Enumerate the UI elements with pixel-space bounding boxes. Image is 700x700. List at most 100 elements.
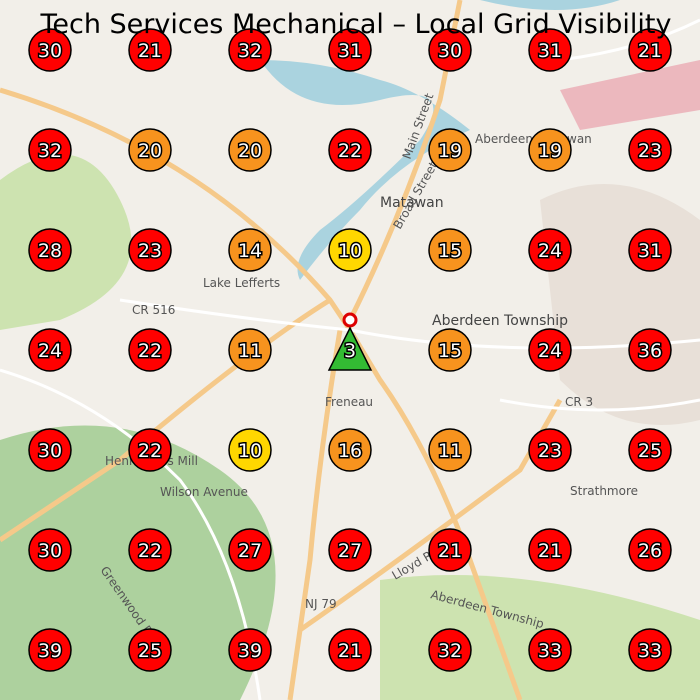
marker-value: 39 xyxy=(38,640,62,662)
place-label: Freneau xyxy=(325,395,373,409)
place-label: Matawan xyxy=(380,195,444,211)
marker-circle xyxy=(628,528,672,572)
marker-triangle xyxy=(327,326,373,371)
marker-circle xyxy=(428,28,472,72)
map-title: Tech Services Mechanical – Local Grid Vi… xyxy=(39,9,671,40)
marker-circle xyxy=(428,528,472,572)
marker-value: 23 xyxy=(538,440,562,462)
marker-value: 16 xyxy=(338,440,362,462)
marker-value: 21 xyxy=(138,40,162,62)
marker-value: 33 xyxy=(638,640,662,662)
marker-value: 32 xyxy=(438,640,462,662)
marker-circle xyxy=(28,128,72,172)
marker-value: 21 xyxy=(538,540,562,562)
marker-circle xyxy=(28,28,72,72)
marker-circle xyxy=(628,628,672,672)
marker-value: 23 xyxy=(638,140,662,162)
marker-value: 27 xyxy=(238,540,262,562)
marker-circle xyxy=(128,128,172,172)
marker-circle xyxy=(528,328,572,372)
marker-value: 3 xyxy=(344,340,356,362)
marker-value: 30 xyxy=(38,540,62,562)
marker-value: 32 xyxy=(38,140,62,162)
road-label: Wilson Avenue xyxy=(160,485,248,499)
marker-circle xyxy=(628,28,672,72)
marker-circle xyxy=(528,528,572,572)
marker-circle xyxy=(328,28,372,72)
marker-value: 36 xyxy=(638,340,662,362)
marker-circle xyxy=(328,228,372,272)
marker-circle xyxy=(128,228,172,272)
marker-circle xyxy=(28,628,72,672)
marker-value: 21 xyxy=(638,40,662,62)
marker-circle xyxy=(428,228,472,272)
marker-value: 27 xyxy=(338,540,362,562)
marker-circle xyxy=(128,328,172,372)
marker-circle xyxy=(228,428,272,472)
marker-value: 23 xyxy=(138,240,162,262)
marker-value: 32 xyxy=(238,40,262,62)
marker-circle xyxy=(528,128,572,172)
marker-value: 25 xyxy=(638,440,662,462)
marker-circle xyxy=(628,428,672,472)
marker-value: 26 xyxy=(638,540,662,562)
marker-circle xyxy=(228,328,272,372)
marker-circle xyxy=(228,628,272,672)
marker-circle xyxy=(228,128,272,172)
marker-value: 22 xyxy=(338,140,362,162)
marker-value: 19 xyxy=(438,140,462,162)
marker-value: 15 xyxy=(438,240,462,262)
marker-circle xyxy=(628,128,672,172)
marker-value: 22 xyxy=(138,540,162,562)
place-label: Strathmore xyxy=(570,484,638,498)
marker-value: 30 xyxy=(38,40,62,62)
marker-value: 21 xyxy=(338,640,362,662)
marker-value: 30 xyxy=(38,440,62,462)
road-label: CR 3 xyxy=(565,395,593,409)
marker-value: 20 xyxy=(138,140,162,162)
marker-circle xyxy=(428,128,472,172)
marker-value: 24 xyxy=(538,340,562,362)
marker-circle xyxy=(528,28,572,72)
marker-value: 24 xyxy=(538,240,562,262)
marker-circle xyxy=(28,228,72,272)
marker-value: 31 xyxy=(638,240,662,262)
marker-circle xyxy=(28,428,72,472)
marker-value: 24 xyxy=(38,340,62,362)
marker-circle xyxy=(128,428,172,472)
marker-circle xyxy=(128,528,172,572)
road-label: CR 516 xyxy=(132,303,175,317)
marker-value: 31 xyxy=(538,40,562,62)
marker-circle xyxy=(228,28,272,72)
marker-value: 39 xyxy=(238,640,262,662)
marker-circle xyxy=(628,328,672,372)
marker-value: 10 xyxy=(238,440,262,462)
marker-circle xyxy=(128,28,172,72)
marker-value: 33 xyxy=(538,640,562,662)
marker-value: 22 xyxy=(138,440,162,462)
marker-value: 28 xyxy=(38,240,62,262)
place-label: Aberdeen Township xyxy=(432,313,568,329)
marker-value: 11 xyxy=(238,340,262,362)
marker-circle xyxy=(128,628,172,672)
place-label: Lake Lefferts xyxy=(203,276,280,290)
marker-value: 22 xyxy=(138,340,162,362)
marker-value: 20 xyxy=(238,140,262,162)
marker-circle xyxy=(328,128,372,172)
road-label: NJ 79 xyxy=(305,597,337,611)
marker-circle xyxy=(228,528,272,572)
marker-circle xyxy=(328,428,372,472)
marker-circle xyxy=(428,428,472,472)
marker-circle xyxy=(428,328,472,372)
marker-value: 11 xyxy=(438,440,462,462)
marker-circle xyxy=(28,528,72,572)
marker-circle xyxy=(528,428,572,472)
marker-circle xyxy=(228,228,272,272)
marker-value: 14 xyxy=(238,240,262,262)
marker-value: 30 xyxy=(438,40,462,62)
marker-circle xyxy=(528,628,572,672)
marker-value: 10 xyxy=(338,240,362,262)
marker-circle xyxy=(328,528,372,572)
marker-value: 21 xyxy=(438,540,462,562)
